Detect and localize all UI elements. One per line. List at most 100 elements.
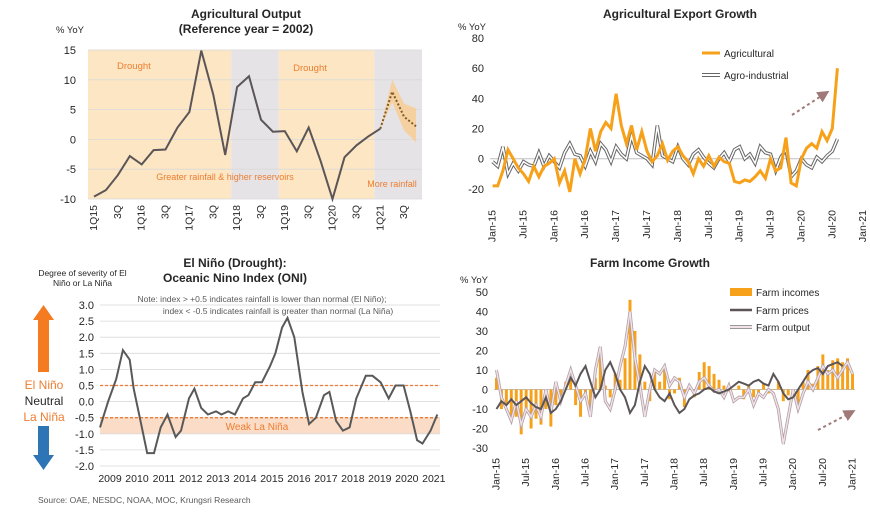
bar-farm-incomes [608,389,612,398]
oni-chart: -2.0 -1.5 -1.0 -0.5 0.0 0.5 1.0 1.5 2.0 2.5 3.0 20… [23,256,445,485]
farm-income-x-ticks: Jan-15 Jul-15 Jan-16 Jul-16 Jan-17 Jul-17 Jan-… [490,458,858,490]
agri-output-x-ticks: 1Q15 3Q 1Q16 3Q 1Q17 3Q 1Q18 3Q 1Q19 3Q 1Q20 3Q 1Q21… [88,205,410,231]
x-tick-label: 3Q [207,205,219,219]
la-nina-label: La Niña [23,410,65,424]
more-rainfall-label: More rainfall [367,179,417,189]
farm-income-bars [494,299,855,435]
x-tick-label: 2011 [153,473,176,485]
y-tick-label: -30 [472,443,488,455]
shaded-period-3 [278,50,375,199]
forecast-band [380,79,416,143]
x-tick-label: Jan-19 [728,458,740,490]
y-tick-label: 50 [476,287,488,299]
bar-farm-incomes [588,389,592,409]
bar-farm-incomes [519,389,523,435]
oni-subtitle: Oceanic Nino Index (ONI) [163,271,307,285]
bar-farm-incomes [712,373,716,390]
bar-farm-incomes [717,379,721,390]
series-line-oni [99,315,439,455]
agri-output-gridlines [88,49,422,200]
oni-note-line-2: index < -0.5 indicates rainfall is great… [163,306,393,316]
export-growth-x-ticks: Jan-15 Jul-15 Jan-16 Jul-16 Jan-17 Jul-17 Jan-… [487,210,870,242]
bar-farm-incomes [831,360,835,390]
bar-farm-incomes [781,389,785,402]
x-tick-label: Jul-16 [579,458,591,487]
oni-y-description-box: Degree of severity of El Niño or La Niña [38,268,126,288]
bar-farm-incomes [613,373,617,390]
bar-farm-incomes [574,389,578,406]
oni-weak-la-nina-band [100,417,440,434]
bar-farm-incomes [771,389,775,390]
bar-farm-incomes [658,381,662,390]
x-tick-label: 2009 [98,473,122,485]
bar-farm-incomes [762,383,765,390]
y-tick-label: 0.0 [79,397,94,409]
y-tick-label: 0 [482,385,488,397]
bar-farm-incomes [673,389,676,394]
farm-income-legend: Farm incomes Farm prices Farm output [730,288,819,334]
y-tick-label: 2.0 [79,332,94,344]
bar-farm-incomes [623,358,627,390]
x-tick-label: 3Q [112,205,124,219]
y-tick-label: 10 [64,75,76,87]
series-line-farm-output [495,311,854,445]
x-tick-label: 2020 [395,473,419,485]
x-tick-label: 2018 [341,473,365,485]
x-tick-label: Jan-19 [734,210,746,242]
x-tick-label: 1Q16 [136,205,148,231]
x-tick-label: Jan-15 [487,210,499,242]
x-tick-label: 2019 [368,473,392,485]
x-tick-label: Jul-16 [579,210,591,239]
legend-label-agricultural: Agricultural [724,49,774,60]
x-tick-label: Jul-15 [517,210,529,239]
x-tick-label: Jul-17 [639,458,651,487]
bar-farm-incomes [707,366,711,390]
bar-farm-incomes [663,370,667,390]
y-tick-label: 80 [472,33,484,45]
x-tick-label: 1Q18 [231,205,243,231]
x-tick-label: Jan-21 [847,458,859,490]
x-tick-label: Jan-16 [550,458,562,490]
agri-output-y-unit: % YoY [56,25,85,36]
x-tick-label: 1Q19 [279,205,291,231]
down-arrow-icon [33,426,54,470]
legend-label-agro-industrial: Agro-industrial [724,71,788,82]
y-tick-label: 3.0 [79,300,94,312]
legend-label-farm-prices: Farm prices [756,306,809,317]
series-line-farm-prices [495,360,844,416]
farm-income-y-ticks: -30 -20 -10 0 10 20 30 40 50 [472,287,488,455]
bar-farm-incomes [786,389,790,396]
agri-output-chart: -10 -5 0 5 10 15 1Q15 3Q 1Q16 3Q 1Q17 3Q 1Q18 3Q 1Q19… [56,7,422,231]
el-nino-label: El Niño [25,378,64,392]
bar-farm-incomes [801,381,805,390]
bar-farm-incomes [796,389,800,409]
legend-swatch-farm-incomes [730,288,752,296]
farm-income-lines [495,311,854,445]
x-tick-label: Jul-18 [698,458,710,487]
y-tick-label: 0 [478,154,484,166]
series-line-forecast [379,88,417,130]
x-tick-label: 2015 [260,473,284,485]
x-tick-label: Jan-21 [857,210,869,242]
y-tick-label: 1.0 [79,364,94,376]
x-tick-label: Jul-17 [641,210,653,239]
source-note: Source: OAE, NESDC, NOAA, MOC, Krungsri … [38,495,251,505]
agri-output-subtitle: (Reference year = 2002) [179,22,313,36]
bar-farm-incomes [722,385,726,390]
export-growth-legend: Agricultural Agro-industrial [702,49,788,82]
y-tick-label: -10 [472,404,488,416]
oni-y-ticks: -2.0 -1.5 -1.0 -0.5 0.0 0.5 1.0 1.5 2.0 2.5 3.0 [75,300,94,473]
bar-farm-incomes [821,354,825,390]
bar-farm-incomes [529,389,533,429]
y-tick-label: 60 [472,63,484,75]
bar-farm-incomes [836,358,840,390]
x-tick-label: Jan-15 [490,458,502,490]
x-tick-label: 3Q [350,205,362,219]
shaded-period-2 [231,50,279,199]
legend-label-farm-incomes: Farm incomes [756,288,819,299]
farm-income-y-unit: % YoY [460,275,489,286]
y-tick-label: -2.0 [75,461,94,473]
export-growth-y-unit: % YoY [458,22,487,33]
x-tick-label: 1Q21 [374,205,386,231]
